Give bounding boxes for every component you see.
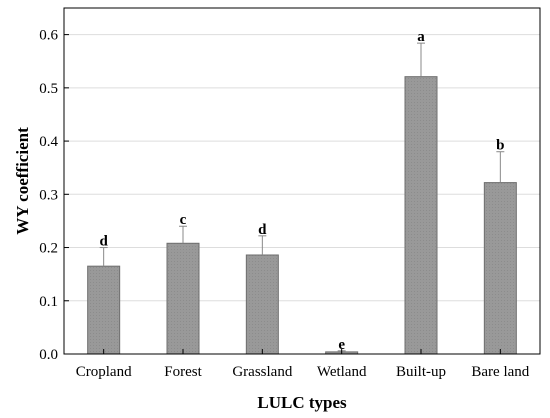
x-tick-label: Forest [164,364,202,380]
bars [87,76,517,355]
y-axis-title: WY coefficient [13,127,32,235]
y-tick-label: 0.1 [39,294,58,310]
y-tick-label: 0.3 [39,187,58,203]
significance-letter: b [496,138,504,154]
bar-grassland [245,254,279,355]
y-axis-ticks: 0.0 0.1 0.2 0.3 0.4 0.5 0.6 [39,28,69,363]
significance-letters: d c d e a b [99,29,504,353]
x-axis-ticks: Cropland Forest Grassland Wetland Built-up Ba… [76,349,530,380]
bar-bare-land [483,182,517,355]
y-tick-label: 0.0 [39,347,58,363]
significance-letter: d [99,234,108,250]
significance-letter: d [258,222,267,238]
y-tick-label: 0.2 [39,241,58,257]
x-tick-label: Grassland [232,364,292,380]
y-tick-label: 0.4 [39,134,58,150]
significance-letter: a [417,29,425,45]
x-tick-label: Bare land [471,364,529,380]
significance-letter: e [338,337,345,353]
x-axis-title: LULC types [257,393,347,412]
bar-forest [166,242,200,355]
x-tick-label: Cropland [76,364,132,380]
error-bars [99,42,505,352]
y-tick-label: 0.6 [39,28,58,44]
significance-letter: c [180,212,187,228]
grid-lines [64,34,540,302]
bar-cropland [87,265,121,355]
x-tick-label: Wetland [317,364,367,380]
y-tick-label: 0.5 [39,81,58,97]
x-tick-label: Built-up [396,364,446,380]
bar-built-up [404,76,438,355]
plot-frame [63,7,541,355]
